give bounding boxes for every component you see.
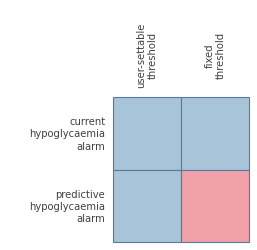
Bar xyxy=(113,170,181,242)
Text: user-settable
threshold: user-settable threshold xyxy=(136,23,158,88)
Bar xyxy=(181,170,249,242)
Bar xyxy=(181,98,249,170)
Text: predictive
hypoglycaemia
alarm: predictive hypoglycaemia alarm xyxy=(29,189,105,224)
Text: current
hypoglycaemia
alarm: current hypoglycaemia alarm xyxy=(29,116,105,151)
Bar xyxy=(113,98,181,170)
Text: fixed
threshold: fixed threshold xyxy=(204,32,226,79)
